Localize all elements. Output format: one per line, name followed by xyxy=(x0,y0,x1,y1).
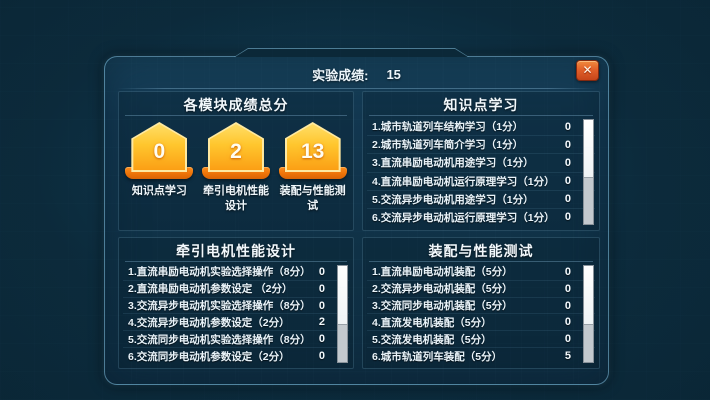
item-label: 2.城市轨道列车简介学习（1分） xyxy=(372,139,524,152)
list-item: 3.直流串励电动机用途学习（1分） 0 xyxy=(367,153,595,171)
experiment-score-label: 实验成绩: xyxy=(312,67,369,83)
item-label: 4.交流异步电动机参数设定（2分） xyxy=(128,316,290,329)
item-score: 0 xyxy=(564,175,571,188)
experiment-score-value: 15 xyxy=(386,66,401,82)
list-item: 3.交流同步电动机装配（5分） 0 xyxy=(367,296,595,314)
panel-top-notch xyxy=(234,48,469,57)
close-icon[interactable]: ✕ xyxy=(576,60,599,81)
item-label: 3.交流同步电动机装配（5分） xyxy=(372,300,513,313)
section-knowledge-learning: 知识点学习 1.城市轨道列车结构学习（1分） 0 2.城市轨道列车简介学习（1分） 0… xyxy=(362,91,600,231)
item-label: 2.直流串励电动机参数设定 （2分） xyxy=(128,283,293,296)
list-item: 2.交流异步电动机装配（5分） 0 xyxy=(367,279,595,297)
item-label: 4.直流串励电动机运行原理学习（1分） xyxy=(372,175,555,188)
list-item: 1.城市轨道列车结构学习（1分） 0 xyxy=(367,118,595,135)
section-title: 牵引电机性能设计 xyxy=(125,239,347,262)
item-score: 0 xyxy=(318,333,325,346)
item-score: 0 xyxy=(564,299,571,312)
list-item: 1.直流串励电动机装配（5分） 0 xyxy=(367,264,595,280)
item-score: 0 xyxy=(564,282,571,295)
item-score: 0 xyxy=(564,120,571,133)
list-item: 5.交流同步电动机实验选择操作（8分） 0 xyxy=(123,330,349,347)
list-item: 5.交流异步电动机用途学习（1分） 0 xyxy=(367,189,595,208)
section-assembly-test: 装配与性能测试 1.直流串励电动机装配（5分） 0 2.交流异步电动机装配（5分） 0… xyxy=(362,237,600,369)
list-item: 6.交流同步电动机参数设定（2分） 0 xyxy=(123,347,349,364)
item-score: 0 xyxy=(564,156,571,169)
list-item: 4.交流异步电动机参数设定（2分） 2 xyxy=(123,313,349,330)
item-score: 0 xyxy=(564,211,571,224)
badge-shield-icon: 0 xyxy=(131,122,188,172)
item-score: 0 xyxy=(564,265,571,278)
item-label: 3.直流串励电动机用途学习（1分） xyxy=(372,157,534,170)
score-list: 1.直流串励电动机实验选择操作（8分） 0 2.直流串励电动机参数设定 （2分） 0 3… xyxy=(123,264,349,364)
module-badge: 13 装配与性能测试 xyxy=(275,122,351,214)
section-title: 装配与性能测试 xyxy=(369,239,593,262)
item-score: 5 xyxy=(564,350,571,363)
item-score: 0 xyxy=(318,299,325,312)
badge-label: 牵引电机性能设计 xyxy=(202,185,269,212)
section-module-totals: 各模块成绩总分 0 知识点学习 2 牵引电机性能设计 13 装配与性能测试 xyxy=(118,91,354,231)
badge-score: 13 xyxy=(300,140,325,163)
item-label: 5.交流发电机装配（5分） xyxy=(372,333,492,346)
list-item: 5.交流发电机装配（5分） 0 xyxy=(367,330,595,347)
score-list: 1.城市轨道列车结构学习（1分） 0 2.城市轨道列车简介学习（1分） 0 3.直流串励… xyxy=(367,118,595,226)
item-label: 5.交流异步电动机用途学习（1分） xyxy=(372,193,534,206)
badge-label: 装配与性能测试 xyxy=(279,185,346,212)
item-score: 0 xyxy=(318,350,325,363)
scrollbar[interactable] xyxy=(583,119,594,225)
dialog-header: 实验成绩: 15 xyxy=(105,64,608,84)
item-label: 2.交流异步电动机装配（5分） xyxy=(372,283,513,296)
item-score: 2 xyxy=(318,316,325,329)
list-item: 2.城市轨道列车简介学习（1分） 0 xyxy=(367,135,595,153)
item-label: 3.交流异步电动机实验选择操作（8分） xyxy=(128,300,311,313)
item-score: 0 xyxy=(564,333,571,346)
item-label: 6.交流异步电动机运行原理学习（1分） xyxy=(372,211,555,224)
list-item: 6.城市轨道列车装配（5分） 5 xyxy=(367,347,595,364)
list-item: 2.直流串励电动机参数设定 （2分） 0 xyxy=(123,279,349,297)
item-score: 0 xyxy=(564,316,571,329)
module-badge: 2 牵引电机性能设计 xyxy=(198,122,274,214)
item-score: 0 xyxy=(318,282,325,295)
list-item: 3.交流异步电动机实验选择操作（8分） 0 xyxy=(123,296,349,314)
score-dialog: 实验成绩: 15 ✕ 各模块成绩总分 0 知识点学习 2 牵引电机性能设计 13 装配与性… xyxy=(104,56,609,385)
badge-label: 知识点学习 xyxy=(131,185,187,197)
header-divider xyxy=(117,88,596,89)
section-title: 知识点学习 xyxy=(369,93,593,116)
item-label: 1.直流串励电动机实验选择操作（8分） xyxy=(128,266,311,279)
item-label: 4.直流发电机装配（5分） xyxy=(372,316,492,329)
list-item: 1.直流串励电动机实验选择操作（8分） 0 xyxy=(123,264,349,280)
item-label: 5.交流同步电动机实验选择操作（8分） xyxy=(128,333,311,346)
item-label: 1.城市轨道列车结构学习（1分） xyxy=(372,121,524,134)
item-score: 0 xyxy=(318,265,325,278)
badge-shield-icon: 13 xyxy=(284,122,341,172)
badge-score: 0 xyxy=(153,140,166,163)
list-item: 4.直流串励电动机运行原理学习（1分） 0 xyxy=(367,171,595,190)
item-score: 0 xyxy=(564,138,571,151)
item-label: 6.城市轨道列车装配（5分） xyxy=(372,350,503,363)
list-item: 4.直流发电机装配（5分） 0 xyxy=(367,313,595,330)
badge-score: 2 xyxy=(230,140,242,163)
score-list: 1.直流串励电动机装配（5分） 0 2.交流异步电动机装配（5分） 0 3.交流同步电动… xyxy=(367,264,595,364)
item-score: 0 xyxy=(564,193,571,206)
item-label: 6.交流同步电动机参数设定（2分） xyxy=(128,350,290,363)
scrollbar-thumb[interactable] xyxy=(584,266,593,325)
scrollbar[interactable] xyxy=(583,265,594,363)
scrollbar-thumb[interactable] xyxy=(584,120,593,179)
badge-shield-icon: 2 xyxy=(207,122,264,172)
badge-row: 0 知识点学习 2 牵引电机性能设计 13 装配与性能测试 xyxy=(119,122,353,228)
scrollbar-thumb[interactable] xyxy=(338,266,347,325)
scrollbar[interactable] xyxy=(337,265,348,363)
module-badge: 0 知识点学习 xyxy=(121,122,197,199)
section-title: 各模块成绩总分 xyxy=(125,93,347,116)
item-label: 1.直流串励电动机装配（5分） xyxy=(372,266,513,279)
section-motor-design: 牵引电机性能设计 1.直流串励电动机实验选择操作（8分） 0 2.直流串励电动机参数… xyxy=(118,237,354,369)
list-item: 6.交流异步电动机运行原理学习（1分） 0 xyxy=(367,207,595,226)
